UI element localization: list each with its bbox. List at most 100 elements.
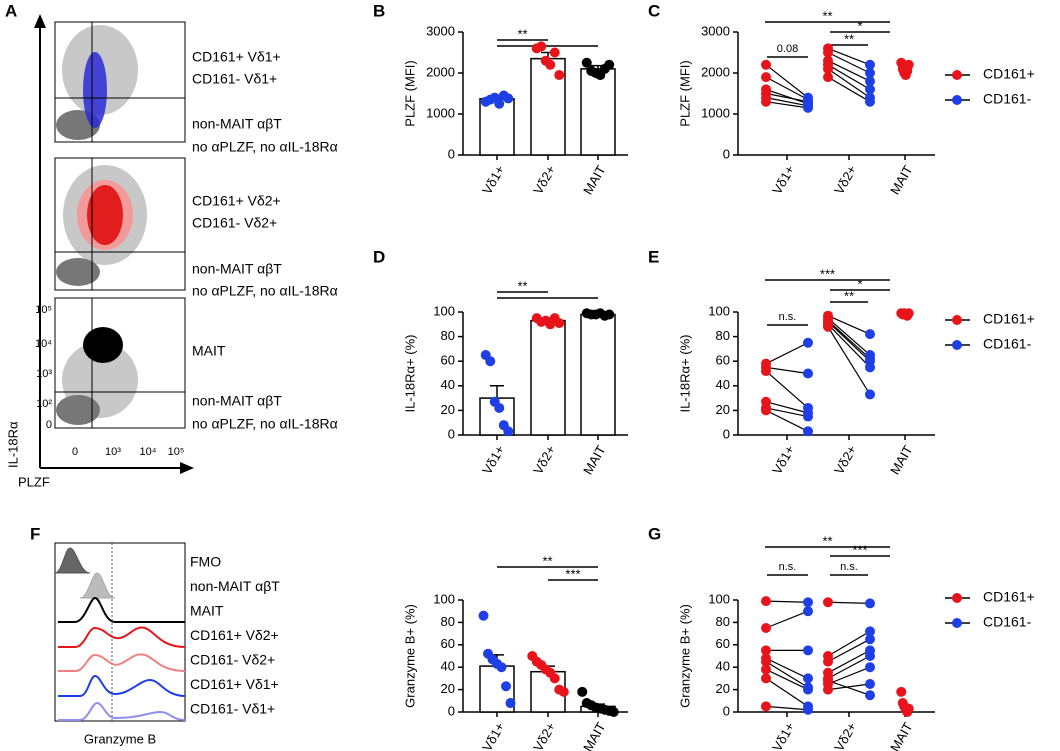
x-tick-label: 10⁴ (140, 446, 157, 458)
data-point (761, 673, 771, 684)
data-point (823, 656, 833, 667)
pair-line (765, 657, 809, 679)
significance-label: *** (565, 566, 580, 581)
data-point (761, 366, 771, 377)
significance-label: ** (822, 533, 832, 548)
flow-legend: CD161- Vδ2+ (192, 215, 277, 231)
cloud (87, 185, 123, 245)
pair-line (827, 666, 871, 685)
data-point (865, 626, 875, 637)
y-tick-label: 0 (448, 146, 455, 161)
legend-label: CD161+ (983, 589, 1035, 605)
data-point (896, 686, 907, 697)
y-axis-label: PLZF (MFI) (677, 60, 692, 126)
y-tick-label: 0 (448, 426, 455, 441)
data-point (577, 686, 588, 697)
y-tick-label: 20 (441, 681, 455, 696)
flow-legend: CD161+ Vδ1+ (192, 49, 281, 65)
panel-label: E (648, 247, 659, 266)
significance-label: n.s. (779, 561, 797, 573)
y-axis-label: Granzyme B+ (%) (677, 604, 692, 708)
data-point (803, 684, 813, 695)
data-point (604, 309, 615, 320)
data-point (761, 656, 771, 667)
error-bar (490, 385, 504, 399)
pair-line (765, 88, 809, 105)
flow-box (54, 297, 186, 429)
pair-line (827, 649, 871, 674)
flow-legend: no αPLZF, no αIL-18Rα (192, 139, 338, 155)
y-tick-label: 40 (716, 377, 730, 392)
pair-line (827, 683, 871, 691)
histogram (58, 674, 186, 697)
y-tick-label: 80 (441, 328, 455, 343)
pair-line (827, 320, 871, 360)
legend-label: CD161- (983, 614, 1032, 630)
flow-legend: no αPLZF, no αIL-18Rα (192, 416, 338, 432)
data-point (865, 651, 875, 661)
pair-line (827, 655, 871, 679)
data-point (803, 411, 813, 422)
histogram-label: MAIT (190, 603, 224, 619)
pair-line (827, 323, 871, 368)
significance-label: n.s. (840, 561, 858, 573)
data-point (823, 72, 833, 83)
data-point (803, 597, 813, 608)
y-tick-label: 80 (716, 328, 730, 343)
data-point (536, 41, 547, 52)
data-point (823, 684, 833, 695)
data-point (549, 673, 560, 684)
data-point (505, 698, 516, 709)
data-point (478, 610, 489, 621)
flow-clouds (56, 25, 147, 425)
data-point (823, 675, 833, 686)
legend-label: CD161- (983, 336, 1032, 352)
data-point (803, 368, 813, 379)
data-point (865, 598, 875, 609)
panel-label: F (30, 524, 40, 543)
data-point (761, 623, 771, 633)
data-point (803, 645, 813, 656)
data-point (823, 321, 833, 332)
legend-marker (952, 618, 962, 628)
legend-marker (952, 593, 962, 603)
x-tick-label: MAIT (887, 163, 916, 197)
flow-legend: CD161+ Vδ2+ (192, 193, 281, 209)
flow-legend: non-MAIT αβT (192, 116, 282, 132)
flow-box (54, 21, 186, 143)
legend-marker (952, 315, 962, 325)
pair-line (827, 317, 871, 356)
significance-label: ** (844, 288, 854, 303)
pair-line (765, 370, 809, 409)
data-point (761, 59, 771, 70)
significance-label: ** (844, 31, 854, 46)
x-tick-label: MAIT (580, 443, 609, 477)
pair-line (765, 76, 809, 101)
data-point (558, 686, 569, 697)
data-point (865, 362, 875, 373)
y-tick-label: 100 (433, 303, 455, 318)
y-tick-label: 20 (716, 681, 730, 696)
y-tick-label: 3000 (426, 23, 455, 38)
pair-line (765, 705, 809, 711)
data-point (761, 72, 771, 83)
y-tick-label: 60 (441, 636, 455, 651)
y-tick-label: 10⁴ (35, 338, 52, 350)
significance-label: *** (820, 266, 835, 281)
panel-label: D (373, 247, 385, 266)
y-tick-label: 100 (708, 303, 730, 318)
data-point (903, 308, 914, 319)
y-axis-label: PLZF (MFI) (402, 60, 417, 126)
histogram-label: FMO (190, 554, 221, 570)
x-tick-label: Vδ2+ (530, 163, 558, 197)
x-tick-label: Vδ2+ (831, 443, 859, 477)
legend-label: CD161+ (983, 66, 1035, 82)
data-point (823, 63, 833, 74)
y-tick-label: 20 (441, 402, 455, 417)
y-axis-label: IL-18Rα (5, 421, 20, 468)
y-tick-label: 80 (716, 614, 730, 629)
y-tick-label: 2000 (426, 64, 455, 79)
data-point (501, 681, 511, 692)
x-axis-label: Granzyme B (84, 731, 156, 746)
histogram-label: CD161+ Vδ1+ (190, 676, 279, 692)
